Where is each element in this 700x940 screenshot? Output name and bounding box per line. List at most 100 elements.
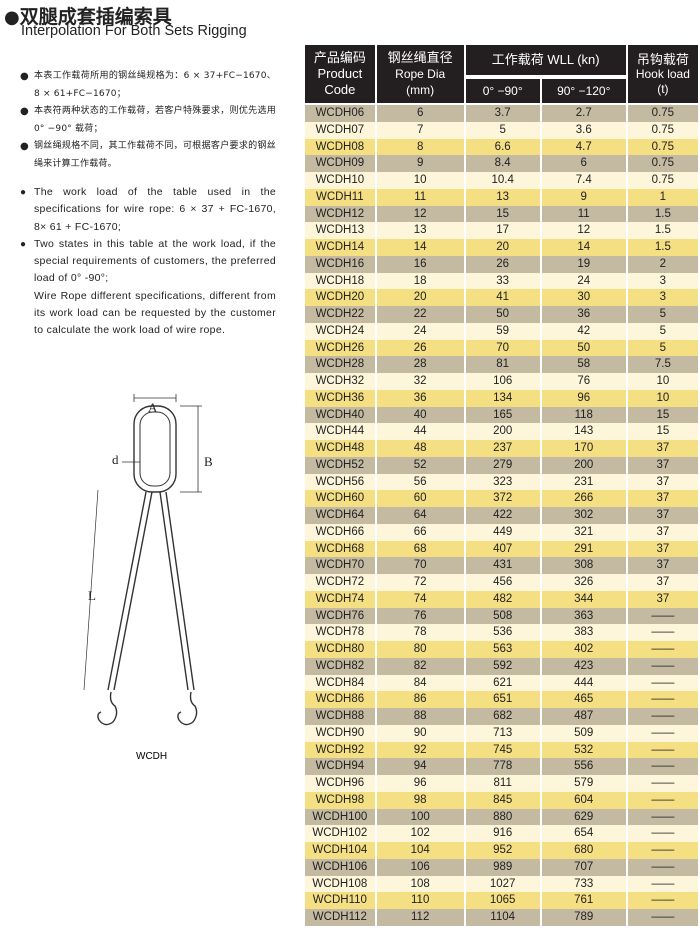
cell-wll-90-120: 444 bbox=[541, 674, 626, 692]
cell-wll-0-90: 1104 bbox=[465, 909, 540, 926]
table-row: WCDH94 94 778 556 —— bbox=[305, 758, 698, 775]
cell-wll-90-120: 266 bbox=[541, 490, 626, 507]
cell-wll-0-90: 651 bbox=[465, 691, 540, 708]
cell-hook: 3 bbox=[627, 272, 698, 290]
cell-wll-0-90: 26 bbox=[465, 255, 540, 273]
cell-wll-90-120: 363 bbox=[541, 607, 626, 625]
cell-hook: 1 bbox=[627, 188, 698, 206]
table-row: WCDH80 80 563 402 —— bbox=[305, 641, 698, 658]
cell-code: WCDH20 bbox=[305, 289, 375, 306]
cell-hook: 5 bbox=[627, 306, 698, 323]
cell-hook: —— bbox=[627, 875, 698, 893]
cell-dia: 106 bbox=[376, 858, 464, 876]
cell-hook: 37 bbox=[627, 523, 698, 541]
cell-wll-90-120: 509 bbox=[541, 724, 626, 742]
cell-code: WCDH18 bbox=[305, 272, 375, 290]
cell-dia: 48 bbox=[376, 440, 464, 457]
cell-dia: 80 bbox=[376, 641, 464, 658]
cell-hook: 37 bbox=[627, 490, 698, 507]
cell-wll-0-90: 237 bbox=[465, 440, 540, 457]
header-text: 钢丝绳直径 bbox=[387, 50, 453, 65]
table-row: WCDH10 10 10.4 7.4 0.75 bbox=[305, 172, 698, 189]
table-row: WCDH48 48 237 170 37 bbox=[305, 440, 698, 457]
cell-wll-0-90: 407 bbox=[465, 540, 540, 558]
table-row: WCDH26 26 70 50 5 bbox=[305, 339, 698, 357]
table-row: WCDH56 56 323 231 37 bbox=[305, 473, 698, 491]
cell-wll-90-120: 30 bbox=[541, 289, 626, 306]
cell-wll-90-120: 423 bbox=[541, 657, 626, 675]
cell-code: WCDH100 bbox=[305, 808, 375, 826]
cell-code: WCDH68 bbox=[305, 540, 375, 558]
cell-dia: 84 bbox=[376, 674, 464, 692]
cell-hook: —— bbox=[627, 708, 698, 725]
note-text: 本表符两种状态的工作载荷，若客户特殊要求，则优先选用0° −90° 载荷； bbox=[34, 106, 276, 134]
table-row: WCDH12 12 15 11 1.5 bbox=[305, 205, 698, 223]
rope-right bbox=[159, 491, 195, 691]
cell-dia: 76 bbox=[376, 607, 464, 625]
cell-wll-90-120: 321 bbox=[541, 523, 626, 541]
cell-dia: 108 bbox=[376, 875, 464, 893]
table-row: WCDH98 98 845 604 —— bbox=[305, 791, 698, 809]
cell-dia: 36 bbox=[376, 389, 464, 407]
cell-hook: 1.5 bbox=[627, 205, 698, 223]
cell-hook: 37 bbox=[627, 590, 698, 608]
cell-dia: 20 bbox=[376, 289, 464, 306]
cell-hook: 0.75 bbox=[627, 172, 698, 189]
header-wll-90-120: 90° −120° bbox=[541, 77, 626, 105]
table-row: WCDH07 7 5 3.6 0.75 bbox=[305, 121, 698, 139]
cell-wll-90-120: 96 bbox=[541, 389, 626, 407]
cell-dia: 60 bbox=[376, 490, 464, 507]
cell-hook: 1.5 bbox=[627, 222, 698, 239]
cell-hook: 0.75 bbox=[627, 105, 698, 122]
note-text: 本表工作载荷所用的钢丝绳规格为：6 × 37+FC−1670、8 × 61+FC… bbox=[34, 71, 276, 99]
cell-hook: 37 bbox=[627, 540, 698, 558]
cell-hook: —— bbox=[627, 607, 698, 625]
table-row: WCDH16 16 26 19 2 bbox=[305, 255, 698, 273]
cell-wll-90-120: 291 bbox=[541, 540, 626, 558]
table-row: WCDH06 6 3.7 2.7 0.75 bbox=[305, 105, 698, 122]
cell-wll-0-90: 811 bbox=[465, 775, 540, 792]
cell-wll-90-120: 42 bbox=[541, 322, 626, 340]
cell-wll-90-120: 4.7 bbox=[541, 138, 626, 156]
cell-wll-90-120: 629 bbox=[541, 808, 626, 826]
cell-code: WCDH12 bbox=[305, 205, 375, 223]
cell-hook: —— bbox=[627, 909, 698, 926]
table-row: WCDH78 78 536 383 —— bbox=[305, 624, 698, 641]
cell-wll-90-120: 789 bbox=[541, 909, 626, 926]
cell-wll-0-90: 50 bbox=[465, 306, 540, 323]
table-row: WCDH66 66 449 321 37 bbox=[305, 523, 698, 541]
cell-wll-0-90: 165 bbox=[465, 406, 540, 424]
cell-dia: 32 bbox=[376, 373, 464, 390]
page-title: ●双腿成套插编索具 bbox=[4, 2, 172, 29]
bullet-icon: ● bbox=[20, 238, 27, 250]
cell-wll-90-120: 2.7 bbox=[541, 105, 626, 122]
table-row: WCDH18 18 33 24 3 bbox=[305, 272, 698, 290]
cell-hook: —— bbox=[627, 892, 698, 909]
cell-wll-90-120: 14 bbox=[541, 239, 626, 256]
table-row: WCDH102 102 916 654 —— bbox=[305, 825, 698, 842]
cell-wll-90-120: 733 bbox=[541, 875, 626, 893]
cell-code: WCDH70 bbox=[305, 557, 375, 574]
table-row: WCDH100 100 880 629 —— bbox=[305, 808, 698, 826]
cell-dia: 8 bbox=[376, 138, 464, 156]
cell-wll-0-90: 880 bbox=[465, 808, 540, 826]
hook-left-icon bbox=[97, 691, 118, 726]
table-row: WCDH74 74 482 344 37 bbox=[305, 590, 698, 608]
cell-code: WCDH80 bbox=[305, 641, 375, 658]
cell-hook: —— bbox=[627, 808, 698, 826]
cell-wll-90-120: 532 bbox=[541, 741, 626, 759]
table-row: WCDH28 28 81 58 7.5 bbox=[305, 356, 698, 373]
cell-dia: 40 bbox=[376, 406, 464, 424]
table-row: WCDH36 36 134 96 10 bbox=[305, 389, 698, 407]
cell-wll-0-90: 845 bbox=[465, 791, 540, 809]
label-d: d bbox=[112, 452, 119, 467]
table-row: WCDH106 106 989 707 —— bbox=[305, 858, 698, 876]
cell-code: WCDH40 bbox=[305, 406, 375, 424]
cell-code: WCDH64 bbox=[305, 507, 375, 524]
table-row: WCDH44 44 200 143 15 bbox=[305, 423, 698, 440]
table-row: WCDH11 11 13 9 1 bbox=[305, 188, 698, 206]
note-cn-2: ● 本表符两种状态的工作载荷，若客户特殊要求，则优先选用0° −90° 载荷； bbox=[20, 103, 276, 138]
cell-hook: —— bbox=[627, 791, 698, 809]
cell-hook: —— bbox=[627, 724, 698, 742]
cell-hook: 0.75 bbox=[627, 155, 698, 172]
